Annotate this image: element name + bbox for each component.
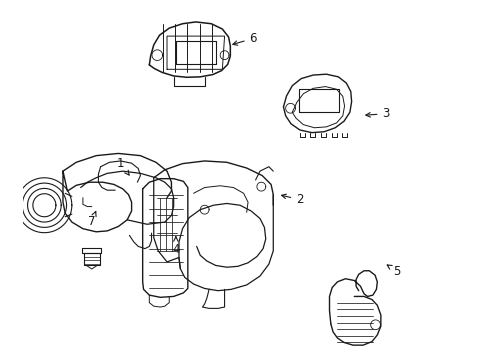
Text: 2: 2 bbox=[281, 193, 303, 206]
Text: 6: 6 bbox=[232, 32, 257, 45]
Text: 5: 5 bbox=[386, 265, 400, 278]
Text: 1: 1 bbox=[117, 157, 129, 175]
Text: 4: 4 bbox=[172, 237, 179, 256]
Text: 3: 3 bbox=[365, 107, 389, 120]
Text: 7: 7 bbox=[88, 211, 96, 228]
